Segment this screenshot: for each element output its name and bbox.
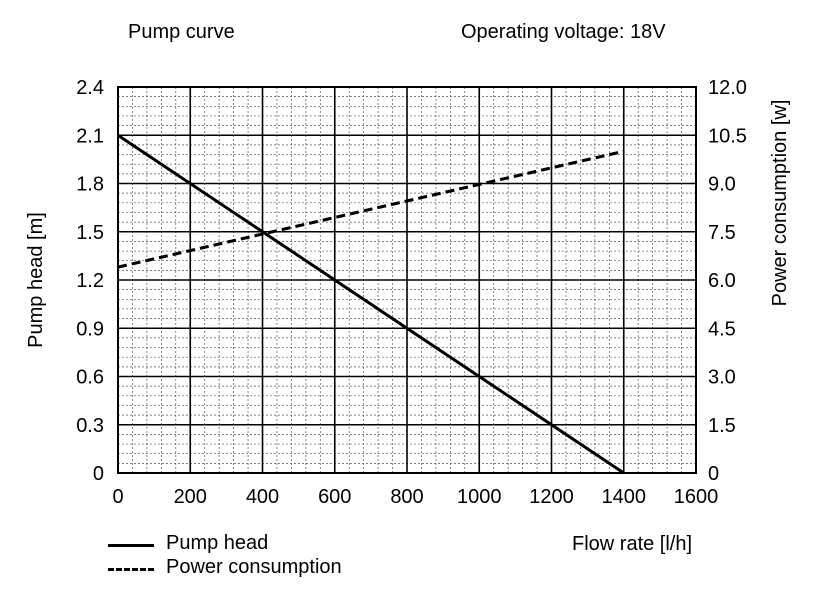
y2-tick-label: 9.0 bbox=[708, 174, 736, 196]
y-tick-label: 2.1 bbox=[76, 125, 104, 147]
legend-swatch-solid bbox=[108, 544, 154, 547]
y2-tick-label: 12.0 bbox=[708, 77, 747, 99]
y2-tick-label: 1.5 bbox=[708, 415, 736, 437]
y-tick-label: 0.3 bbox=[76, 415, 104, 437]
plot-frame bbox=[117, 86, 697, 474]
y-tick-label: 2.4 bbox=[76, 77, 104, 99]
x-axis-label: Flow rate [l/h] bbox=[572, 533, 693, 555]
x-tick-label: 0 bbox=[112, 486, 123, 508]
y2-tick-label: 7.5 bbox=[708, 222, 736, 244]
series-line-pump-head bbox=[117, 134, 625, 475]
y2-tick-label: 6.0 bbox=[708, 270, 736, 292]
y2-tick-label: 10.5 bbox=[708, 125, 747, 147]
legend-label: Power consumption bbox=[166, 556, 342, 578]
y-tick-label: 1.8 bbox=[76, 174, 104, 196]
y-tick-label: 0 bbox=[93, 463, 104, 485]
legend-label: Pump head bbox=[166, 532, 269, 554]
x-tick-label: 600 bbox=[318, 486, 351, 508]
x-tick-label: 1200 bbox=[529, 486, 574, 508]
tick-labels: 0 200 400 600 800 1000 1200 1400 160000.30.60.91… bbox=[76, 77, 747, 508]
y-tick-label: 1.5 bbox=[76, 222, 104, 244]
y2-tick-label: 0 bbox=[708, 463, 719, 485]
y-tick-label: 0.6 bbox=[76, 367, 104, 389]
chart-title: Pump curve bbox=[128, 21, 235, 43]
y-axis-label: Pump head [m] bbox=[25, 212, 47, 348]
series-layer bbox=[117, 134, 625, 475]
chart-subtitle: Operating voltage: 18V bbox=[461, 21, 666, 43]
y-tick-label: 0.9 bbox=[76, 318, 104, 340]
y2-axis-label: Power consumption [w] bbox=[769, 100, 791, 307]
major-grid bbox=[118, 87, 696, 473]
y2-tick-label: 4.5 bbox=[708, 318, 736, 340]
x-tick-label: 1400 bbox=[602, 486, 647, 508]
y2-tick-label: 3.0 bbox=[708, 367, 736, 389]
legend-swatch-dashed bbox=[108, 568, 154, 571]
x-tick-label: 1000 bbox=[457, 486, 502, 508]
series-line-power-consumption bbox=[117, 149, 625, 269]
x-tick-label: 400 bbox=[246, 486, 279, 508]
x-tick-label: 800 bbox=[390, 486, 423, 508]
x-tick-label: 1600 bbox=[674, 486, 719, 508]
x-tick-label: 200 bbox=[174, 486, 207, 508]
y-tick-label: 1.2 bbox=[76, 270, 104, 292]
